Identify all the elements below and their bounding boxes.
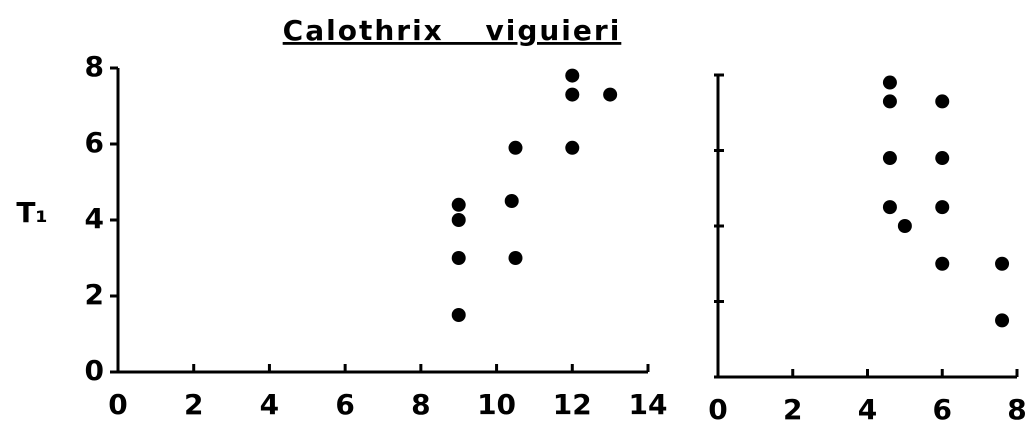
point (882, 75, 897, 90)
x-tick-label: 8 (411, 388, 430, 421)
point (565, 140, 580, 155)
point (995, 313, 1010, 328)
point (565, 87, 580, 102)
point (995, 256, 1010, 271)
x-tick-label: 10 (477, 388, 516, 421)
point (603, 87, 618, 102)
point (882, 151, 897, 166)
y-tick-label: 0 (85, 354, 104, 387)
point (935, 200, 950, 215)
point (451, 308, 466, 322)
x-tick-label: 4 (858, 393, 877, 426)
x-tick-label: 8 (1007, 393, 1026, 426)
x-tick-label: 2 (184, 388, 203, 421)
x-tick-label: 6 (933, 393, 952, 426)
point (451, 213, 466, 227)
x-tick-label: 12 (553, 388, 592, 421)
y-tick-label: 2 (85, 278, 104, 311)
chart-title: Calothrix viguieri (283, 14, 622, 47)
point (504, 194, 519, 208)
x-tick-label: 6 (335, 388, 354, 421)
x-tick-label: 0 (708, 393, 727, 426)
y-tick-label: 8 (85, 50, 104, 83)
point (451, 197, 466, 212)
point (565, 68, 580, 83)
point (935, 256, 950, 271)
y-axis-label: T₁ (16, 196, 47, 229)
x-tick-label: 14 (629, 388, 668, 421)
point (508, 140, 523, 155)
point (451, 251, 466, 265)
point (508, 251, 523, 265)
point (935, 151, 950, 166)
x-tick-label: 0 (108, 388, 127, 421)
point (897, 219, 912, 233)
point (935, 94, 950, 109)
x-tick-label: 4 (260, 388, 279, 421)
y-tick-label: 4 (85, 202, 104, 235)
y-tick-label: 6 (85, 126, 104, 159)
point (882, 94, 897, 109)
point (882, 200, 897, 215)
x-tick-label: 2 (783, 393, 802, 426)
